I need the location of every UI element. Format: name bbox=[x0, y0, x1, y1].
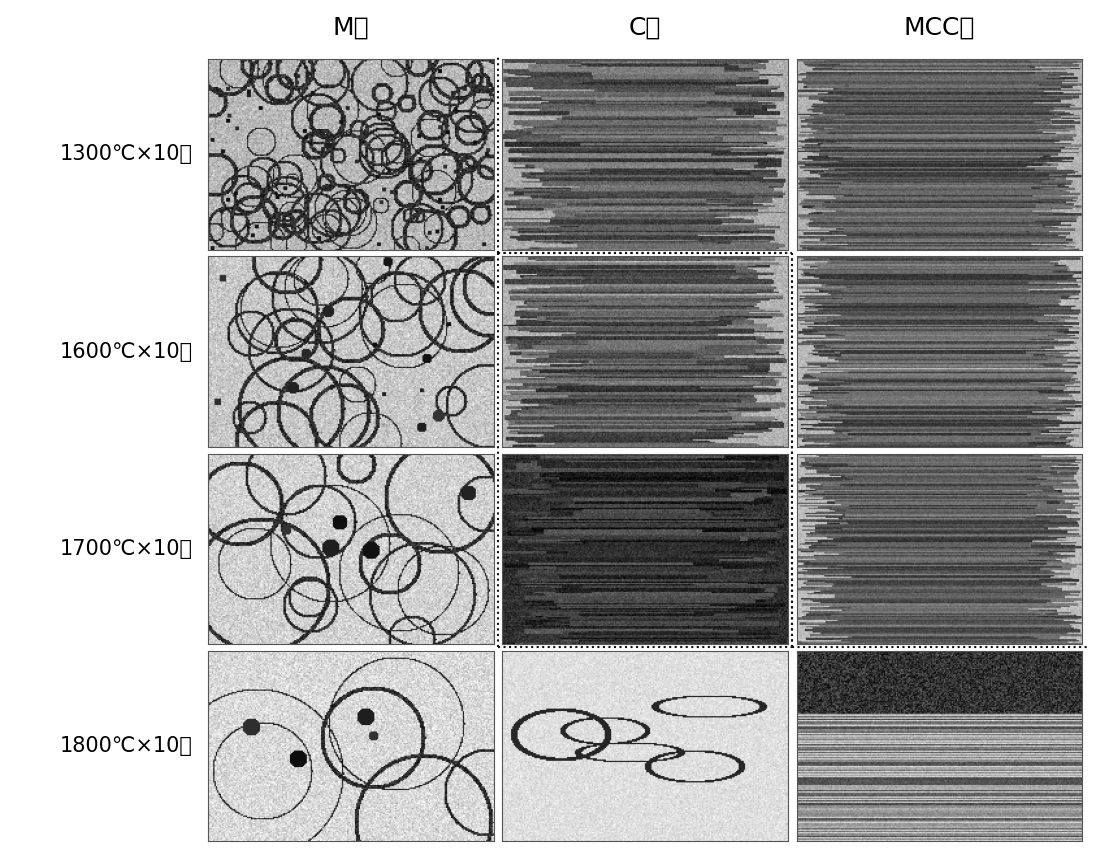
Text: 1600℃×10分: 1600℃×10分 bbox=[59, 341, 192, 362]
Text: M材: M材 bbox=[332, 16, 368, 40]
Text: C材: C材 bbox=[629, 16, 661, 40]
Text: MCC材: MCC材 bbox=[904, 16, 976, 40]
Text: 1700℃×10分: 1700℃×10分 bbox=[59, 538, 192, 559]
Text: 1300℃×10分: 1300℃×10分 bbox=[59, 144, 192, 164]
Text: 1800℃×10分: 1800℃×10分 bbox=[59, 736, 192, 756]
